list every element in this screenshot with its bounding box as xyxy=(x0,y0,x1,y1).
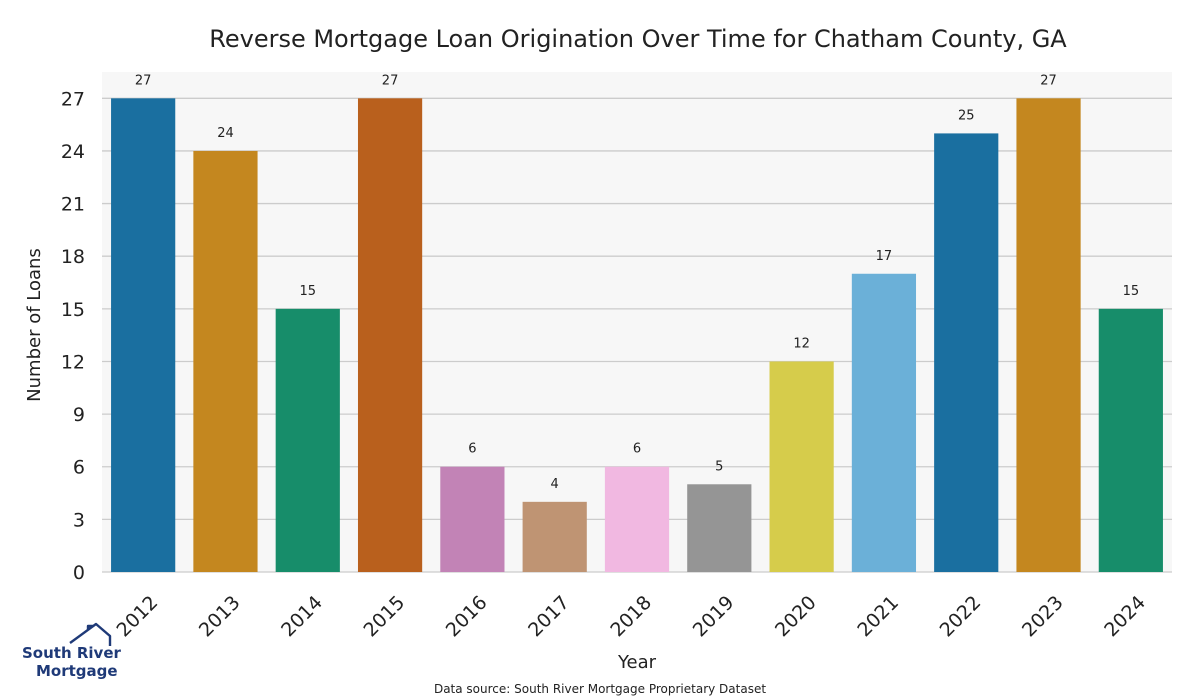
y-tick-label: 18 xyxy=(61,246,85,268)
south-river-mortgage-logo: South River Mortgage xyxy=(22,622,122,680)
data-label-2021: 17 xyxy=(876,249,893,264)
y-axis-ticks: 0 3 6 9 12 15 18 21 24 27 xyxy=(61,88,85,584)
data-label-2023: 27 xyxy=(1040,73,1057,88)
bar-2013 xyxy=(193,150,258,572)
x-tick-label: 2024 xyxy=(1100,592,1150,642)
bar-2017 xyxy=(522,501,587,572)
y-tick-label: 9 xyxy=(73,404,85,426)
bar-2021 xyxy=(851,273,917,572)
data-label-2018: 6 xyxy=(633,442,641,457)
bar-2020 xyxy=(769,361,834,572)
x-tick-label: 2018 xyxy=(606,592,656,642)
x-tick-label: 2021 xyxy=(853,592,903,642)
data-label-2024: 15 xyxy=(1123,284,1140,299)
y-tick-label: 21 xyxy=(61,194,85,216)
data-label-2020: 12 xyxy=(793,336,810,351)
data-label-2016: 6 xyxy=(468,442,476,457)
bar-2016 xyxy=(440,466,505,572)
x-tick-label: 2017 xyxy=(524,592,574,642)
x-tick-label: 2015 xyxy=(359,592,409,642)
data-label-2017: 4 xyxy=(551,477,559,492)
y-axis-label: Number of Loans xyxy=(24,248,45,402)
chart-title: Reverse Mortgage Loan Origination Over T… xyxy=(209,25,1067,53)
bars xyxy=(111,98,1163,572)
data-label-2019: 5 xyxy=(715,459,723,474)
x-tick-label: 2012 xyxy=(113,592,163,642)
y-tick-label: 6 xyxy=(73,457,85,479)
y-tick-label: 24 xyxy=(61,141,85,163)
bar-2023 xyxy=(1016,98,1081,572)
bar-2014 xyxy=(275,308,340,572)
x-tick-label: 2013 xyxy=(195,592,245,642)
bar-2022 xyxy=(934,133,999,572)
x-tick-label: 2023 xyxy=(1018,592,1068,642)
x-tick-label: 2022 xyxy=(936,592,986,642)
x-tick-label: 2020 xyxy=(771,592,821,642)
data-label-2014: 15 xyxy=(299,284,316,299)
y-tick-label: 27 xyxy=(61,88,85,110)
y-tick-label: 0 xyxy=(73,562,85,584)
y-tick-label: 12 xyxy=(61,351,85,373)
y-tick-label: 3 xyxy=(73,509,85,531)
x-tick-label: 2019 xyxy=(689,592,739,642)
bar-2019 xyxy=(687,484,752,572)
data-labels: 27 24 15 27 6 4 6 5 12 17 25 27 15 xyxy=(135,73,1139,492)
y-tick-label: 15 xyxy=(61,299,85,321)
data-label-2015: 27 xyxy=(382,73,399,88)
x-axis-ticks: 2012 2013 2014 2015 2016 2017 2018 2019 2020 2021… xyxy=(113,592,1150,642)
data-label-2012: 27 xyxy=(135,73,152,88)
house-roof-icon xyxy=(69,622,112,646)
data-label-2022: 25 xyxy=(958,108,975,123)
x-tick-label: 2014 xyxy=(277,592,327,642)
data-source-note: Data source: South River Mortgage Propri… xyxy=(434,682,766,696)
logo-line-2: Mortgage xyxy=(36,662,118,680)
bar-2015 xyxy=(357,98,423,572)
bar-2018 xyxy=(604,466,670,572)
data-label-2013: 24 xyxy=(217,126,234,141)
x-tick-label: 2016 xyxy=(442,592,492,642)
bar-2012 xyxy=(111,98,176,572)
bar-2024 xyxy=(1098,308,1163,572)
x-axis-label: Year xyxy=(617,652,657,673)
logo-line-1: South River xyxy=(22,644,122,662)
